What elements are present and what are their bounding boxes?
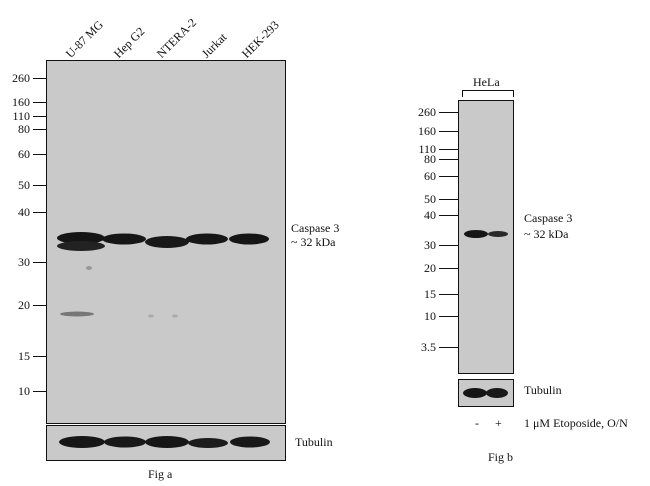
marker-40: 40 [18,205,30,219]
lane-label-u87mg: U-87 MG [62,17,106,61]
caption-fig-a: Fig a [148,467,173,481]
fig-a: U-87 MG Hep G2 NTERA-2 Jurkat HEK-293 26… [12,15,340,481]
marker-60: 60 [18,147,30,161]
marker-260: 260 [418,105,436,119]
caption-fig-b: Fig b [488,450,514,464]
marker-160: 160 [418,124,436,138]
treatment-plus: + [495,416,502,430]
faint-spot [86,266,92,270]
marker-15: 15 [424,287,436,301]
tubulin-band [230,436,270,448]
tick [439,215,458,216]
target-label-caspase3: Caspase 3 [524,211,573,225]
blot-main-a [46,60,286,424]
marker-10: 10 [424,309,436,323]
marker-80: 80 [18,122,30,136]
tick [33,185,46,186]
faint-spot [172,314,178,318]
tick [439,176,458,177]
marker-3.5: 3.5 [421,340,436,354]
blot-tubulin-a [46,425,286,461]
marker-10: 10 [18,384,30,398]
tick [439,112,458,113]
marker-80: 80 [424,152,436,166]
tick [33,129,46,130]
tick [439,245,458,246]
band-hela-untreated [464,230,488,238]
faint-band-u87mg [60,311,94,317]
tick [439,199,458,200]
treatment-minus: - [475,416,479,430]
tick [33,102,46,103]
marker-30: 30 [18,255,30,269]
faint-spot [148,314,154,318]
band-hek293 [229,233,269,245]
marker-50: 50 [18,178,30,192]
fig-b: HeLa 260 160 110 80 60 50 40 30 20 15 10… [400,0,650,486]
band-ntera2 [145,236,189,248]
marker-110: 110 [418,142,436,156]
marker-60: 60 [424,169,436,183]
sample-label-hela: HeLa [473,75,500,89]
sample-bracket [462,90,514,97]
band-hela-etoposide [488,231,508,237]
target-label-kda: ~ 32 kDa [291,235,336,249]
marker-160: 160 [12,95,30,109]
target-label-caspase3: Caspase 3 [291,221,340,235]
tick [33,154,46,155]
tick [33,305,46,306]
tick [33,262,46,263]
lane-label-hepg2: Hep G2 [110,24,148,61]
marker-50: 50 [424,192,436,206]
tick [439,131,458,132]
lane-label-ntera2: NTERA-2 [153,15,200,61]
blot-bands [57,232,269,318]
tubulin-bands [59,436,270,448]
tubulin-label-a: Tubulin [295,435,333,449]
tick [33,356,46,357]
tick [439,294,458,295]
marker-20: 20 [18,298,30,312]
marker-30: 30 [424,238,436,252]
tick [439,159,458,160]
band-hepg2 [102,233,146,245]
tubulin-band [104,436,146,448]
tick [439,149,458,150]
tick [33,391,46,392]
band-u87mg-lower [57,241,105,251]
marker-20: 20 [424,261,436,275]
treatment-label: 1 μM Etoposide, O/N [524,416,628,430]
tubulin-band [486,388,508,398]
blot-tubulin-b [458,379,514,407]
marker-260: 260 [12,71,30,85]
marker-110: 110 [12,109,30,123]
band-jurkat [186,233,228,245]
target-label-kda: ~ 32 kDa [524,227,569,241]
tubulin-band [463,388,487,398]
blot-main-b [458,100,514,374]
marker-15: 15 [18,349,30,363]
tubulin-band [59,436,105,448]
tick [33,116,46,117]
tubulin-band [145,436,189,448]
tick [439,316,458,317]
tick [33,78,46,79]
marker-40: 40 [424,208,436,222]
tick [439,268,458,269]
band-u87mg [57,232,105,244]
tick [439,347,458,348]
lane-label-hek293: HEK-293 [238,17,282,61]
tick [33,212,46,213]
tubulin-band [188,438,228,448]
tubulin-bands-b [463,388,508,398]
tubulin-label-b: Tubulin [524,383,562,397]
lane-label-jurkat: Jurkat [198,30,230,61]
blot-bands-b [464,230,508,238]
